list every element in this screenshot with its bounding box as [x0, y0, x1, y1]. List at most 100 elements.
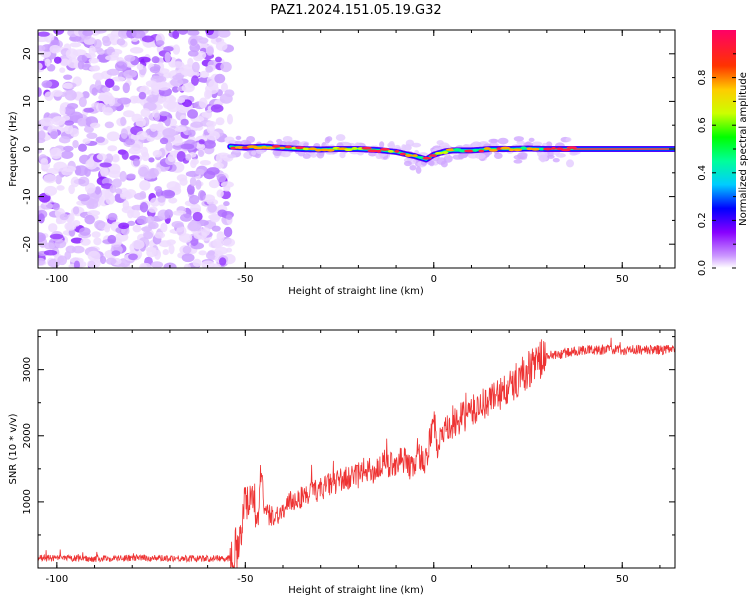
spectral-halo [497, 137, 509, 145]
noise-blob [152, 149, 163, 158]
colorbar-tick-label: 0.6 [697, 117, 708, 133]
noise-blob [163, 100, 177, 110]
spectral-halo [280, 150, 291, 158]
noise-blob [63, 74, 73, 80]
noise-blob [206, 46, 214, 56]
noise-blob [38, 87, 42, 97]
noise-blob [148, 157, 155, 163]
noise-blob [88, 57, 100, 64]
noise-blob [103, 94, 110, 105]
noise-blob [51, 116, 66, 126]
snr-y-axis-label: SNR (10 * v/v) [8, 413, 19, 484]
snr-series-line [38, 337, 675, 568]
noise-blob [206, 167, 220, 176]
noise-blob [187, 129, 196, 137]
noise-blob [38, 31, 50, 37]
noise-blob [220, 82, 229, 93]
noise-blob [122, 191, 132, 198]
noise-blob [63, 145, 74, 152]
noise-blob [104, 121, 115, 129]
noise-blob [163, 46, 174, 52]
noise-blob [146, 215, 155, 224]
noise-blob [192, 61, 200, 73]
noise-blob [157, 195, 166, 203]
noise-blob [195, 179, 202, 190]
noise-blob [211, 225, 221, 232]
noise-blob [99, 162, 112, 168]
noise-blob [123, 69, 137, 79]
noise-blob [159, 137, 169, 145]
noise-blob [206, 120, 217, 128]
spectral-halo [528, 137, 535, 143]
noise-blob [207, 250, 216, 256]
noise-blob [94, 186, 102, 195]
noise-blob [40, 117, 55, 127]
noise-blob [143, 231, 154, 240]
spectral-halo [467, 152, 479, 159]
noise-blob [208, 240, 222, 249]
colorbar-tick-label: 0.2 [697, 212, 708, 228]
noise-blob [217, 209, 228, 218]
noise-blob [192, 258, 202, 267]
noise-blob [102, 106, 114, 116]
noise-blob [128, 253, 138, 261]
spectral-peak [367, 149, 379, 153]
noise-blob [193, 231, 207, 240]
noise-blob [73, 260, 81, 268]
noise-blob [89, 65, 101, 72]
noise-blob [210, 104, 224, 113]
noise-blob [83, 125, 94, 133]
noise-blob [92, 72, 105, 81]
noise-blob [71, 245, 85, 254]
noise-blob [38, 130, 46, 140]
noise-blob [172, 44, 181, 55]
spectral-peak [422, 156, 432, 160]
noise-blob [128, 147, 142, 155]
noise-blob [68, 184, 75, 195]
noise-blob [180, 118, 189, 126]
noise-blob [89, 122, 101, 129]
noise-blob [215, 117, 225, 126]
spectrogram-y-tick-label: -10 [22, 188, 33, 204]
spectral-halo [227, 154, 237, 159]
noise-blob [201, 260, 215, 268]
spectral-peak [500, 146, 511, 150]
noise-blob [61, 168, 74, 176]
noise-blob [43, 173, 57, 184]
noise-blob [49, 233, 64, 240]
noise-blob [87, 259, 101, 268]
noise-blob [94, 220, 106, 230]
spectrogram-x-tick-label: 50 [616, 274, 629, 285]
noise-blob [60, 150, 74, 159]
noise-blob [174, 126, 187, 132]
noise-blob [101, 35, 110, 44]
spectrogram-x-tick-label: -100 [45, 274, 68, 285]
noise-blob [198, 139, 205, 145]
noise-blob [38, 148, 43, 154]
spectral-peak [320, 148, 329, 152]
noise-blob [198, 37, 209, 44]
noise-blob [84, 214, 95, 225]
noise-blob [122, 82, 130, 94]
noise-blob [187, 30, 200, 36]
noise-blob [100, 166, 109, 178]
noise-blob [64, 89, 77, 101]
spectral-peak [483, 147, 491, 150]
noise-blob [183, 263, 191, 268]
spectral-halo [302, 153, 311, 159]
noise-blob [207, 203, 217, 213]
noise-blob [131, 30, 146, 39]
noise-blob [190, 159, 197, 169]
spectral-peak [452, 148, 462, 151]
spectral-peak [542, 147, 553, 151]
noise-blob [38, 62, 43, 70]
noise-blob [52, 202, 60, 211]
noise-blob [222, 238, 236, 247]
noise-blob [64, 120, 75, 126]
noise-blob [177, 30, 189, 35]
noise-blob [82, 30, 94, 36]
noise-blob [111, 250, 121, 257]
noise-blob [59, 58, 70, 67]
noise-blob [126, 173, 136, 179]
